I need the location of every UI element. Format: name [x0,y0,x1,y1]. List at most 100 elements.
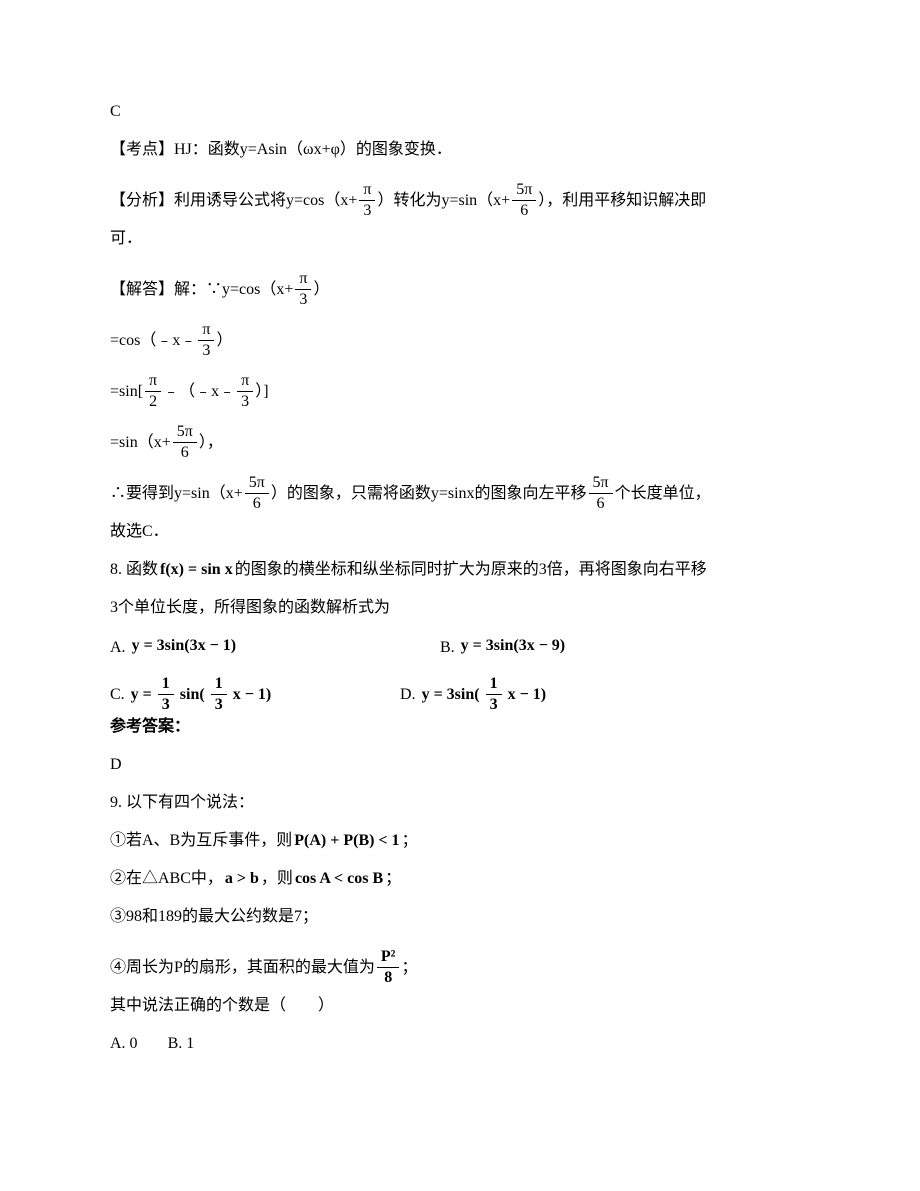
q8-option-b[interactable]: B. y = 3sin(3x − 9) [440,634,567,658]
q8-optD-x: x − 1) [508,686,546,703]
frac-num: 1 [486,676,502,695]
q9-s1-pre: ①若A、B为互斥事件，则 [110,829,292,853]
answer-7-letter: C [110,100,121,124]
jieda-pre: 【解答】解：∵y=cos（x+ [110,278,293,302]
kaodian-line: 【考点】HJ：函数y=Asin（ωx+φ）的图象变换． [110,138,810,162]
answer-8: D [110,753,810,777]
frac-den: 3 [295,290,311,308]
concl-line1: ∴要得到y=sin（x+ 5π 6 ）的图象，只需将函数y=sinx的图象向左平… [110,469,810,506]
q9-option-a[interactable]: A. 0 [110,1032,138,1056]
frac-num: 5π [589,475,613,494]
frac-5pi-6-a: 5π 6 [512,182,536,219]
step3-post: ）] [255,380,268,404]
q8-optD-eq: y = 3sin( 1 3 x − 1) [422,670,546,707]
answer-label-text: 参考答案： [110,715,190,739]
q8-line2: 3个单位长度，所得图象的函数解析式为 [110,596,810,620]
frac-num: π [359,182,375,201]
step3-pre: =sin[ [110,380,143,404]
jieda-line: 【解答】解：∵y=cos（x+ π 3 ） [110,265,810,302]
q8-optC-eq: y = 1 3 sin( 1 3 x − 1) [131,670,271,707]
frac-num: π [145,373,161,392]
opt-label-a: A. [110,636,126,660]
frac-1-3-d: 1 3 [486,676,502,713]
frac-pi-3-b: π 3 [295,271,311,308]
fenxi-line2: 可． [110,227,810,251]
q9-s3-text: ③98和189的最大公约数是7； [110,905,318,929]
fenxi-mid: ）转化为y=sin（x+ [377,189,510,213]
q8-optC-x: x − 1) [233,686,271,703]
frac-p2-8: P² 8 [377,949,400,986]
answer-8-letter: D [110,753,122,777]
step4-pre: =sin（x+ [110,431,171,455]
q8-optA-eq-text: y = 3sin(3x − 1) [132,637,236,654]
frac-den: 3 [359,201,375,219]
frac-num: 1 [158,676,174,695]
q9-s2-pre: ②在△ABC中， [110,867,223,891]
q9-s2-post: ； [385,867,401,891]
q8-optA-eq: y = 3sin(3x − 1) [132,634,236,658]
q9-s2: ②在△ABC中， a > b ，则 cos A < cos B ； [110,867,810,891]
kaodian-text: 【考点】HJ：函数y=Asin（ωx+φ）的图象变换． [110,138,452,162]
q8-optD-y: y = 3sin( [422,686,480,703]
q8-options-row2: C. y = 1 3 sin( 1 3 x − 1) D. y = 3sin( … [110,668,810,705]
q8-option-d[interactable]: D. y = 3sin( 1 3 x − 1) [400,668,548,705]
frac-num: P² [377,949,400,968]
step4-post: ）， [199,431,223,455]
frac-1-3-c1: 1 3 [158,676,174,713]
frac-den: 3 [198,341,214,359]
step3-line: =sin[ π 2 ﹣（﹣x﹣ π 3 ）] [110,367,810,404]
frac-den: 2 [145,392,161,410]
frac-den: 8 [380,968,396,986]
fenxi-post: ），利用平移知识解决即 [538,189,706,213]
answer-7: C [110,100,810,124]
q9-s1-eq-text: P(A) + P(B) < 1 [294,832,399,849]
q8-pre: 8. 函数 [110,558,158,582]
frac-1-3-c2: 1 3 [211,676,227,713]
q9-s4-pre: ④周长为P的扇形，其面积的最大值为 [110,956,375,980]
q9-s2-eq2-text: cos A < cos B [295,870,383,887]
q9-ask-text: 其中说法正确的个数是（ ） [110,994,334,1018]
q8-line1: 8. 函数 f(x) = sin x 的图象的横坐标和纵坐标同时扩大为原来的3倍… [110,558,810,582]
frac-5pi-6-c: 5π 6 [245,475,269,512]
frac-num: 5π [512,182,536,201]
step2-pre: =cos（﹣x﹣ [110,329,196,353]
step2-line: =cos（﹣x﹣ π 3 ） [110,316,810,353]
q9-ask: 其中说法正确的个数是（ ） [110,994,810,1018]
frac-den: 3 [237,392,253,410]
opt-label-b: B. [440,636,455,660]
q8-option-c[interactable]: C. y = 1 3 sin( 1 3 x − 1) [110,668,370,705]
q8-fx-text: f(x) = sin x [160,561,233,578]
concl-pre: ∴要得到y=sin（x+ [110,482,243,506]
concl-line2: 故选C． [110,520,810,544]
frac-num: π [295,271,311,290]
q8-optC-sin: sin( [180,686,205,703]
frac-den: 6 [593,494,609,512]
frac-num: 5π [173,424,197,443]
frac-pi-3-d: π 3 [237,373,253,410]
q9-s2-eq1-text: a > b [225,870,259,887]
q9-s3: ③98和189的最大公约数是7； [110,905,810,929]
frac-num: π [198,322,214,341]
frac-den: 6 [177,443,193,461]
answer-label-q8: 参考答案： [110,715,810,739]
q9-title-text: 9. 以下有四个说法： [110,791,254,815]
fenxi-pre: 【分析】利用诱导公式将y=cos（x+ [110,189,357,213]
q8-option-a[interactable]: A. y = 3sin(3x − 1) [110,634,410,658]
frac-den: 6 [249,494,265,512]
frac-5pi-6-d: 5π 6 [589,475,613,512]
q9-s4: ④周长为P的扇形，其面积的最大值为 P² 8 ； [110,943,810,980]
frac-den: 3 [158,695,174,713]
step2-post: ） [216,329,232,353]
q9-title: 9. 以下有四个说法： [110,791,810,815]
jieda-pre-post: ） [313,278,329,302]
q9-s1-post: ； [402,829,418,853]
fenxi-cont: 可． [110,227,142,251]
q9-s2-eq1: a > b [225,867,259,891]
frac-5pi-6-b: 5π 6 [173,424,197,461]
frac-pi-3-a: π 3 [359,182,375,219]
q8-optB-eq: y = 3sin(3x − 9) [461,634,565,658]
opt-label-c: C. [110,683,125,707]
q9-option-b[interactable]: B. 1 [168,1032,195,1056]
q8-mid: 的图象的横坐标和纵坐标同时扩大为原来的3倍，再将图象向右平移 [235,558,707,582]
q9-s2-mid: ，则 [261,867,293,891]
